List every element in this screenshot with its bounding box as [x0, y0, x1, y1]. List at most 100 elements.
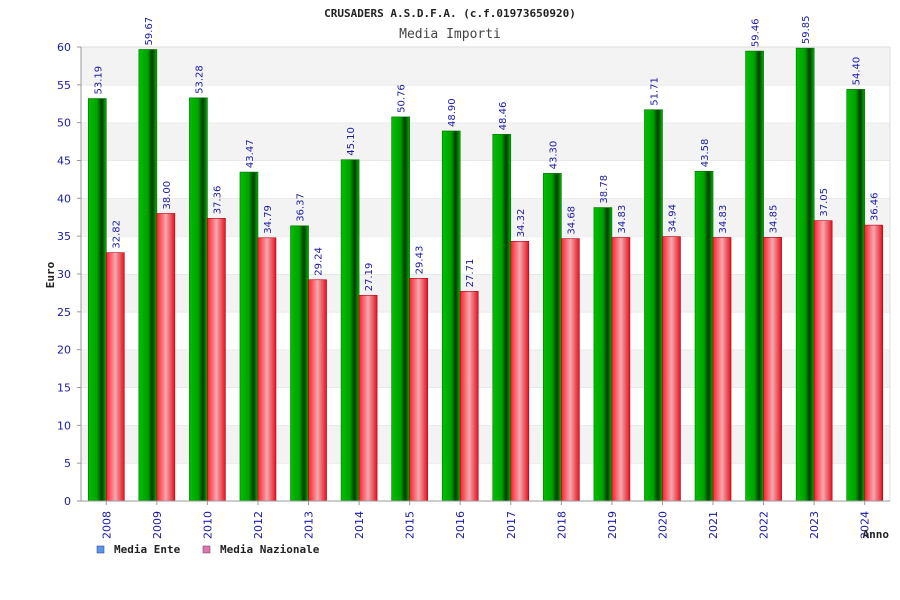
- bar-media-ente: [694, 170, 714, 502]
- data-label: 48.90: [447, 98, 458, 127]
- data-label: 43.30: [548, 141, 559, 170]
- bar-media-nazionale: [409, 278, 428, 502]
- bar-media-ente: [745, 50, 764, 502]
- legend: Media Ente Media Nazionale: [96, 543, 320, 556]
- x-tick-label: 2015: [404, 511, 417, 539]
- data-label: 54.40: [852, 57, 863, 86]
- x-tick-label: 2018: [555, 511, 568, 539]
- legend-swatch-media-ente: [96, 545, 105, 554]
- x-tick-label: 2012: [252, 511, 265, 539]
- y-tick-label: 5: [64, 457, 71, 470]
- data-label: 34.68: [566, 206, 577, 235]
- data-label: 51.71: [649, 77, 660, 106]
- x-axis-ticks: 2008 2009 2010 2012 2013 2014 2015 2016 2017 2018…: [100, 501, 872, 539]
- y-tick-label: 40: [57, 192, 71, 205]
- bar-media-ente: [189, 97, 208, 502]
- y-tick-label: 55: [57, 79, 71, 92]
- bar-media-nazionale: [611, 237, 631, 502]
- y-tick-label: 30: [57, 268, 71, 281]
- data-label: 34.94: [667, 204, 678, 233]
- bar-media-nazionale: [813, 220, 833, 502]
- data-label: 38.00: [162, 181, 173, 210]
- data-label: 34.85: [769, 205, 780, 234]
- data-label: 59.85: [801, 15, 812, 44]
- y-axis-ticks: 0 5 10 15 20 25 30 35 40 45 50 55 60: [57, 41, 81, 508]
- x-tick-label: 2013: [303, 511, 316, 539]
- bar-media-nazionale: [561, 238, 580, 502]
- data-label: 45.10: [346, 127, 357, 156]
- bar-media-nazionale: [864, 224, 884, 502]
- bar-media-nazionale: [156, 213, 176, 502]
- bar-media-ente: [795, 47, 815, 502]
- data-label: 29.24: [314, 247, 325, 276]
- x-axis-label: Anno: [863, 528, 890, 541]
- y-tick-label: 50: [57, 117, 71, 130]
- bar-media-nazionale: [207, 218, 226, 502]
- data-label: 34.32: [516, 209, 527, 238]
- y-axis-label: Euro: [44, 261, 57, 288]
- bar-media-ente: [87, 98, 107, 502]
- y-tick-label: 10: [57, 419, 71, 432]
- data-label: 27.71: [465, 259, 476, 288]
- bars: [87, 47, 884, 502]
- data-label: 50.76: [397, 84, 408, 113]
- bar-media-ente: [441, 130, 461, 502]
- data-label: 32.82: [111, 220, 122, 249]
- x-tick-label: 2021: [707, 511, 720, 539]
- legend-label-media-nazionale: Media Nazionale: [220, 543, 320, 556]
- x-tick-label: 2024: [859, 511, 872, 539]
- x-tick-label: 2014: [353, 511, 366, 539]
- bar-media-ente: [846, 89, 866, 502]
- bar-media-ente: [239, 171, 259, 502]
- data-label: 48.46: [498, 102, 509, 131]
- x-tick-label: 2017: [505, 511, 518, 539]
- y-tick-label: 15: [57, 382, 71, 395]
- data-label: 37.05: [819, 188, 830, 217]
- bar-media-nazionale: [105, 252, 125, 502]
- bar-media-nazionale: [763, 237, 782, 502]
- bar-media-ente: [340, 159, 360, 502]
- bar-media-ente: [138, 49, 158, 502]
- x-tick-label: 2008: [100, 511, 113, 539]
- bar-media-nazionale: [358, 294, 378, 502]
- y-tick-label: 35: [57, 230, 71, 243]
- data-label: 37.36: [212, 186, 223, 215]
- x-tick-label: 2023: [808, 511, 821, 539]
- x-tick-label: 2010: [201, 511, 214, 539]
- data-label: 29.43: [415, 246, 426, 275]
- bar-media-nazionale: [712, 237, 732, 502]
- data-label: 34.79: [263, 205, 274, 234]
- x-tick-label: 2019: [606, 511, 619, 539]
- data-label: 59.67: [144, 17, 155, 46]
- chart-title: CRUSADERS A.S.D.F.A. (c.f.01973650920): [324, 7, 576, 20]
- data-label: 36.46: [870, 192, 881, 221]
- legend-swatch-media-nazionale: [202, 545, 211, 554]
- bar-media-ente: [492, 134, 512, 502]
- chart-subtitle: Media Importi: [399, 27, 501, 42]
- bar-media-ente: [644, 109, 663, 502]
- data-label: 53.28: [194, 65, 205, 94]
- x-tick-label: 2020: [656, 511, 669, 539]
- data-label: 38.78: [599, 175, 610, 204]
- bar-media-nazionale: [662, 236, 681, 502]
- data-label: 34.83: [617, 205, 628, 234]
- y-tick-label: 45: [57, 155, 71, 168]
- data-label: 36.37: [296, 193, 307, 222]
- bar-media-nazionale: [459, 291, 479, 502]
- y-tick-label: 25: [57, 306, 71, 319]
- data-label: 43.58: [700, 139, 711, 168]
- legend-label-media-ente: Media Ente: [114, 543, 181, 556]
- data-label: 53.19: [93, 66, 104, 95]
- bar-media-ente: [593, 207, 613, 502]
- bar-media-ente: [543, 173, 562, 502]
- bar-media-nazionale: [257, 237, 277, 502]
- bar-media-ente: [391, 116, 410, 502]
- data-label: 34.83: [718, 205, 729, 234]
- bar-media-ente: [290, 225, 309, 502]
- y-tick-label: 20: [57, 344, 71, 357]
- y-tick-label: 60: [57, 41, 71, 54]
- value-labels: 53.19 32.82 59.67 38.00 53.28 37.36 43.47 34.79…: [93, 15, 880, 291]
- data-label: 59.46: [751, 18, 762, 47]
- x-tick-label: 2022: [758, 511, 771, 539]
